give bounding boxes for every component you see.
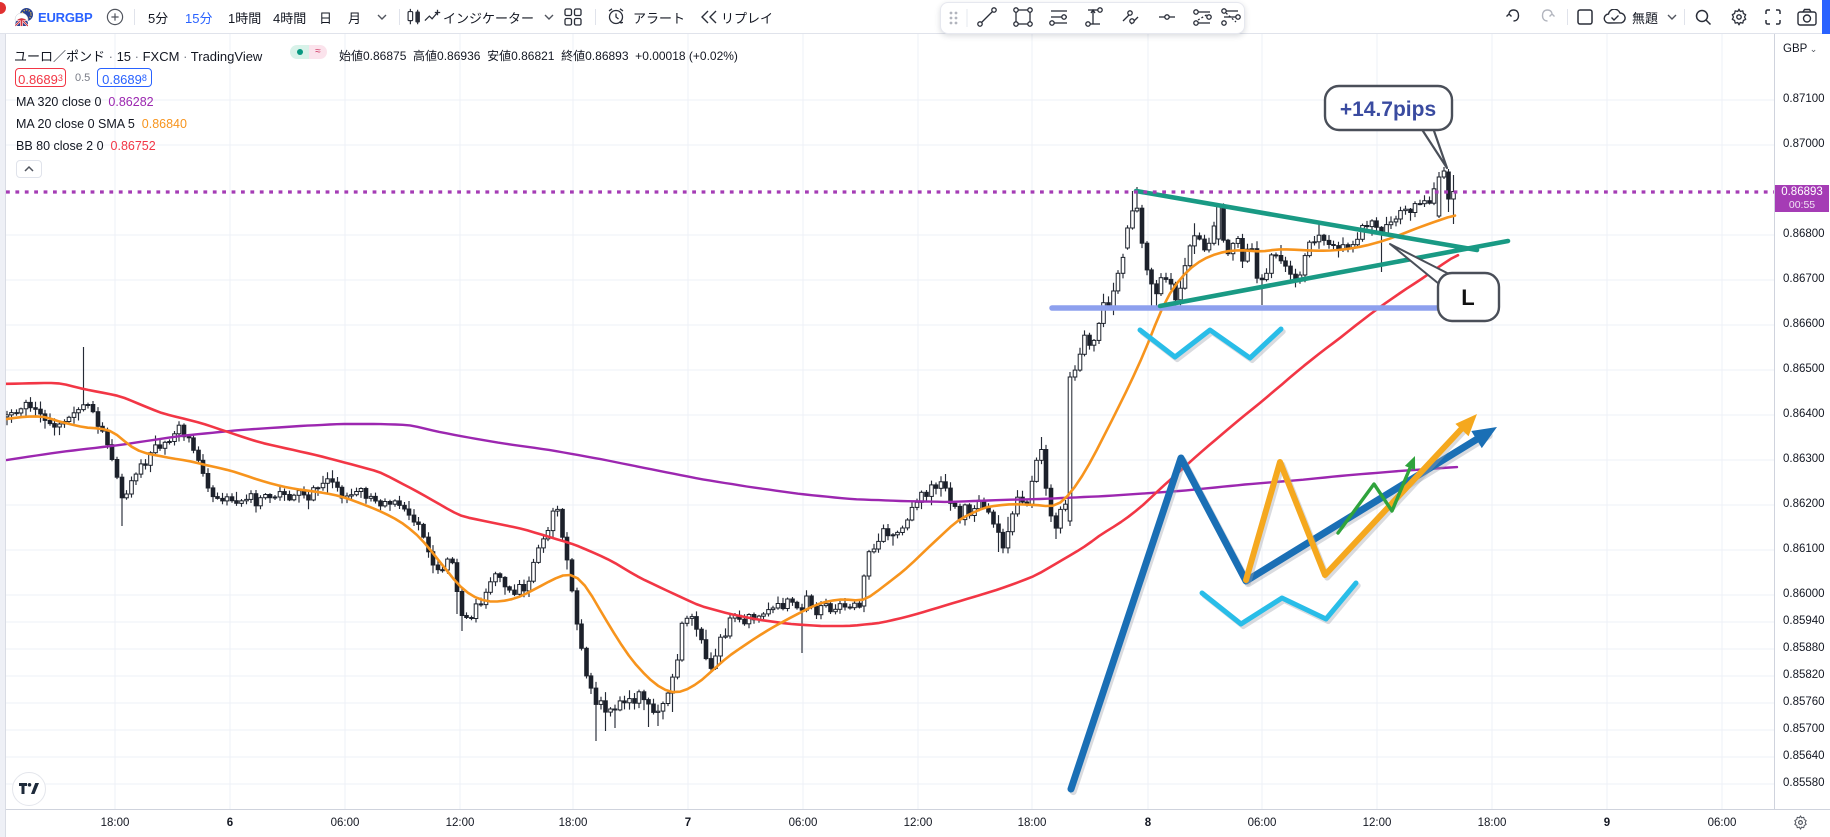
svg-text:+14.7pips: +14.7pips <box>1340 98 1436 121</box>
svg-text:L: L <box>1461 285 1474 310</box>
